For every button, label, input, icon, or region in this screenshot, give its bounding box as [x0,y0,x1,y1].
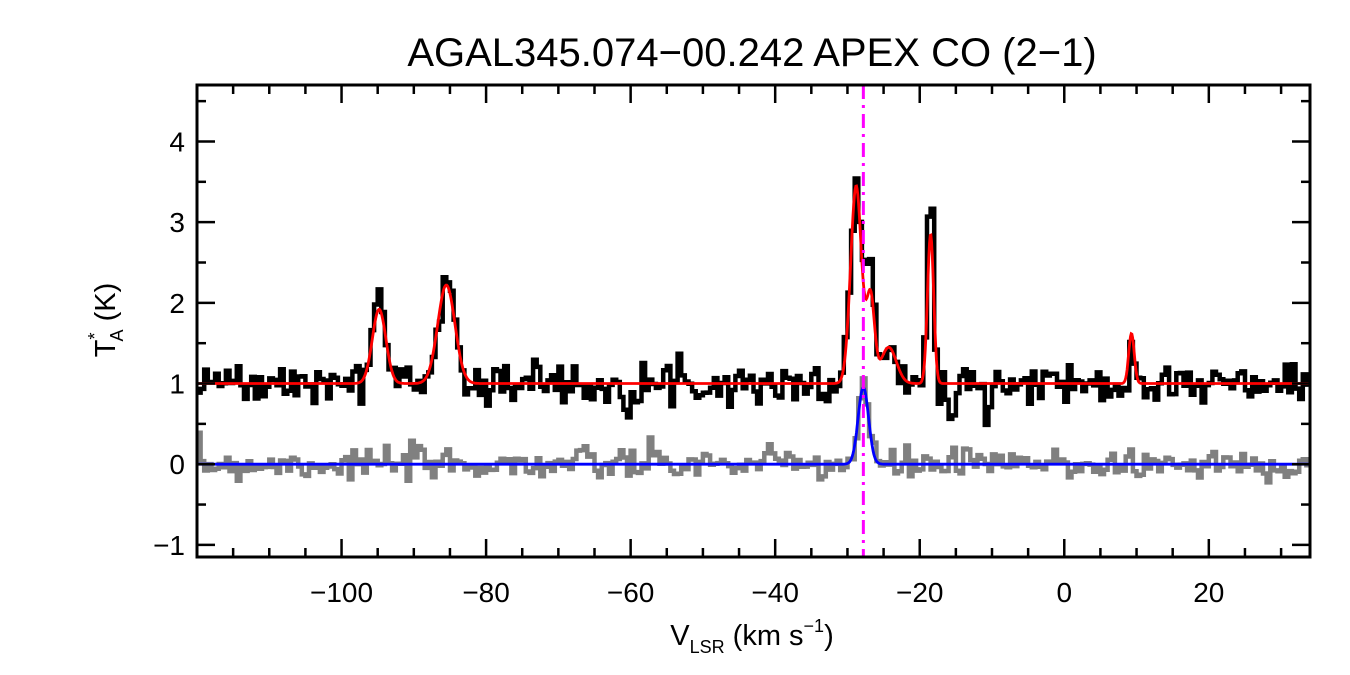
series-component-fit [197,385,1310,466]
y-axis-label-subscript: A [107,329,127,341]
x-axis-label-main: V [670,620,690,652]
x-tick-label: −40 [751,577,799,608]
y-tick-label: 1 [169,369,185,400]
series-observed-spectrum [197,176,1310,428]
x-tick-label: −20 [896,577,944,608]
plot-area [197,85,1310,557]
y-tick-label: −1 [153,530,185,561]
x-axis-label: VLSR (km s−1) [670,616,834,657]
x-tick-labels: −100 −80 −60 −40 −20 0 20 [310,577,1224,608]
y-tick-label: 0 [169,449,185,480]
y-tick-label: 4 [169,126,185,157]
x-axis-label-superscript: −1 [804,616,825,636]
axis-ticks [195,85,1310,557]
y-tick-label: 2 [169,288,185,319]
chart-title: AGAL345.074−00.242 APEX CO (2−1) [407,31,1096,75]
x-axis-label-unit-close: ) [824,620,834,652]
y-tick-labels: −1 0 1 2 3 4 [153,126,185,560]
x-axis-label-subscript: LSR [690,637,725,657]
y-tick-label: 3 [169,207,185,238]
series-model-fit [197,184,1310,385]
plot-frame [195,83,1312,559]
y-axis-label: T* A (K) [85,283,127,357]
x-tick-label: −80 [462,577,510,608]
x-tick-label: 20 [1193,577,1224,608]
x-axis-label-unit: (km s [725,620,804,652]
x-tick-label: −60 [607,577,655,608]
x-tick-label: 0 [1056,577,1072,608]
y-axis-label-superscript: * [85,333,105,340]
y-axis-label-unit: (K) [90,283,122,330]
y-axis-label-main: T [90,339,122,357]
x-tick-label: −100 [310,577,373,608]
